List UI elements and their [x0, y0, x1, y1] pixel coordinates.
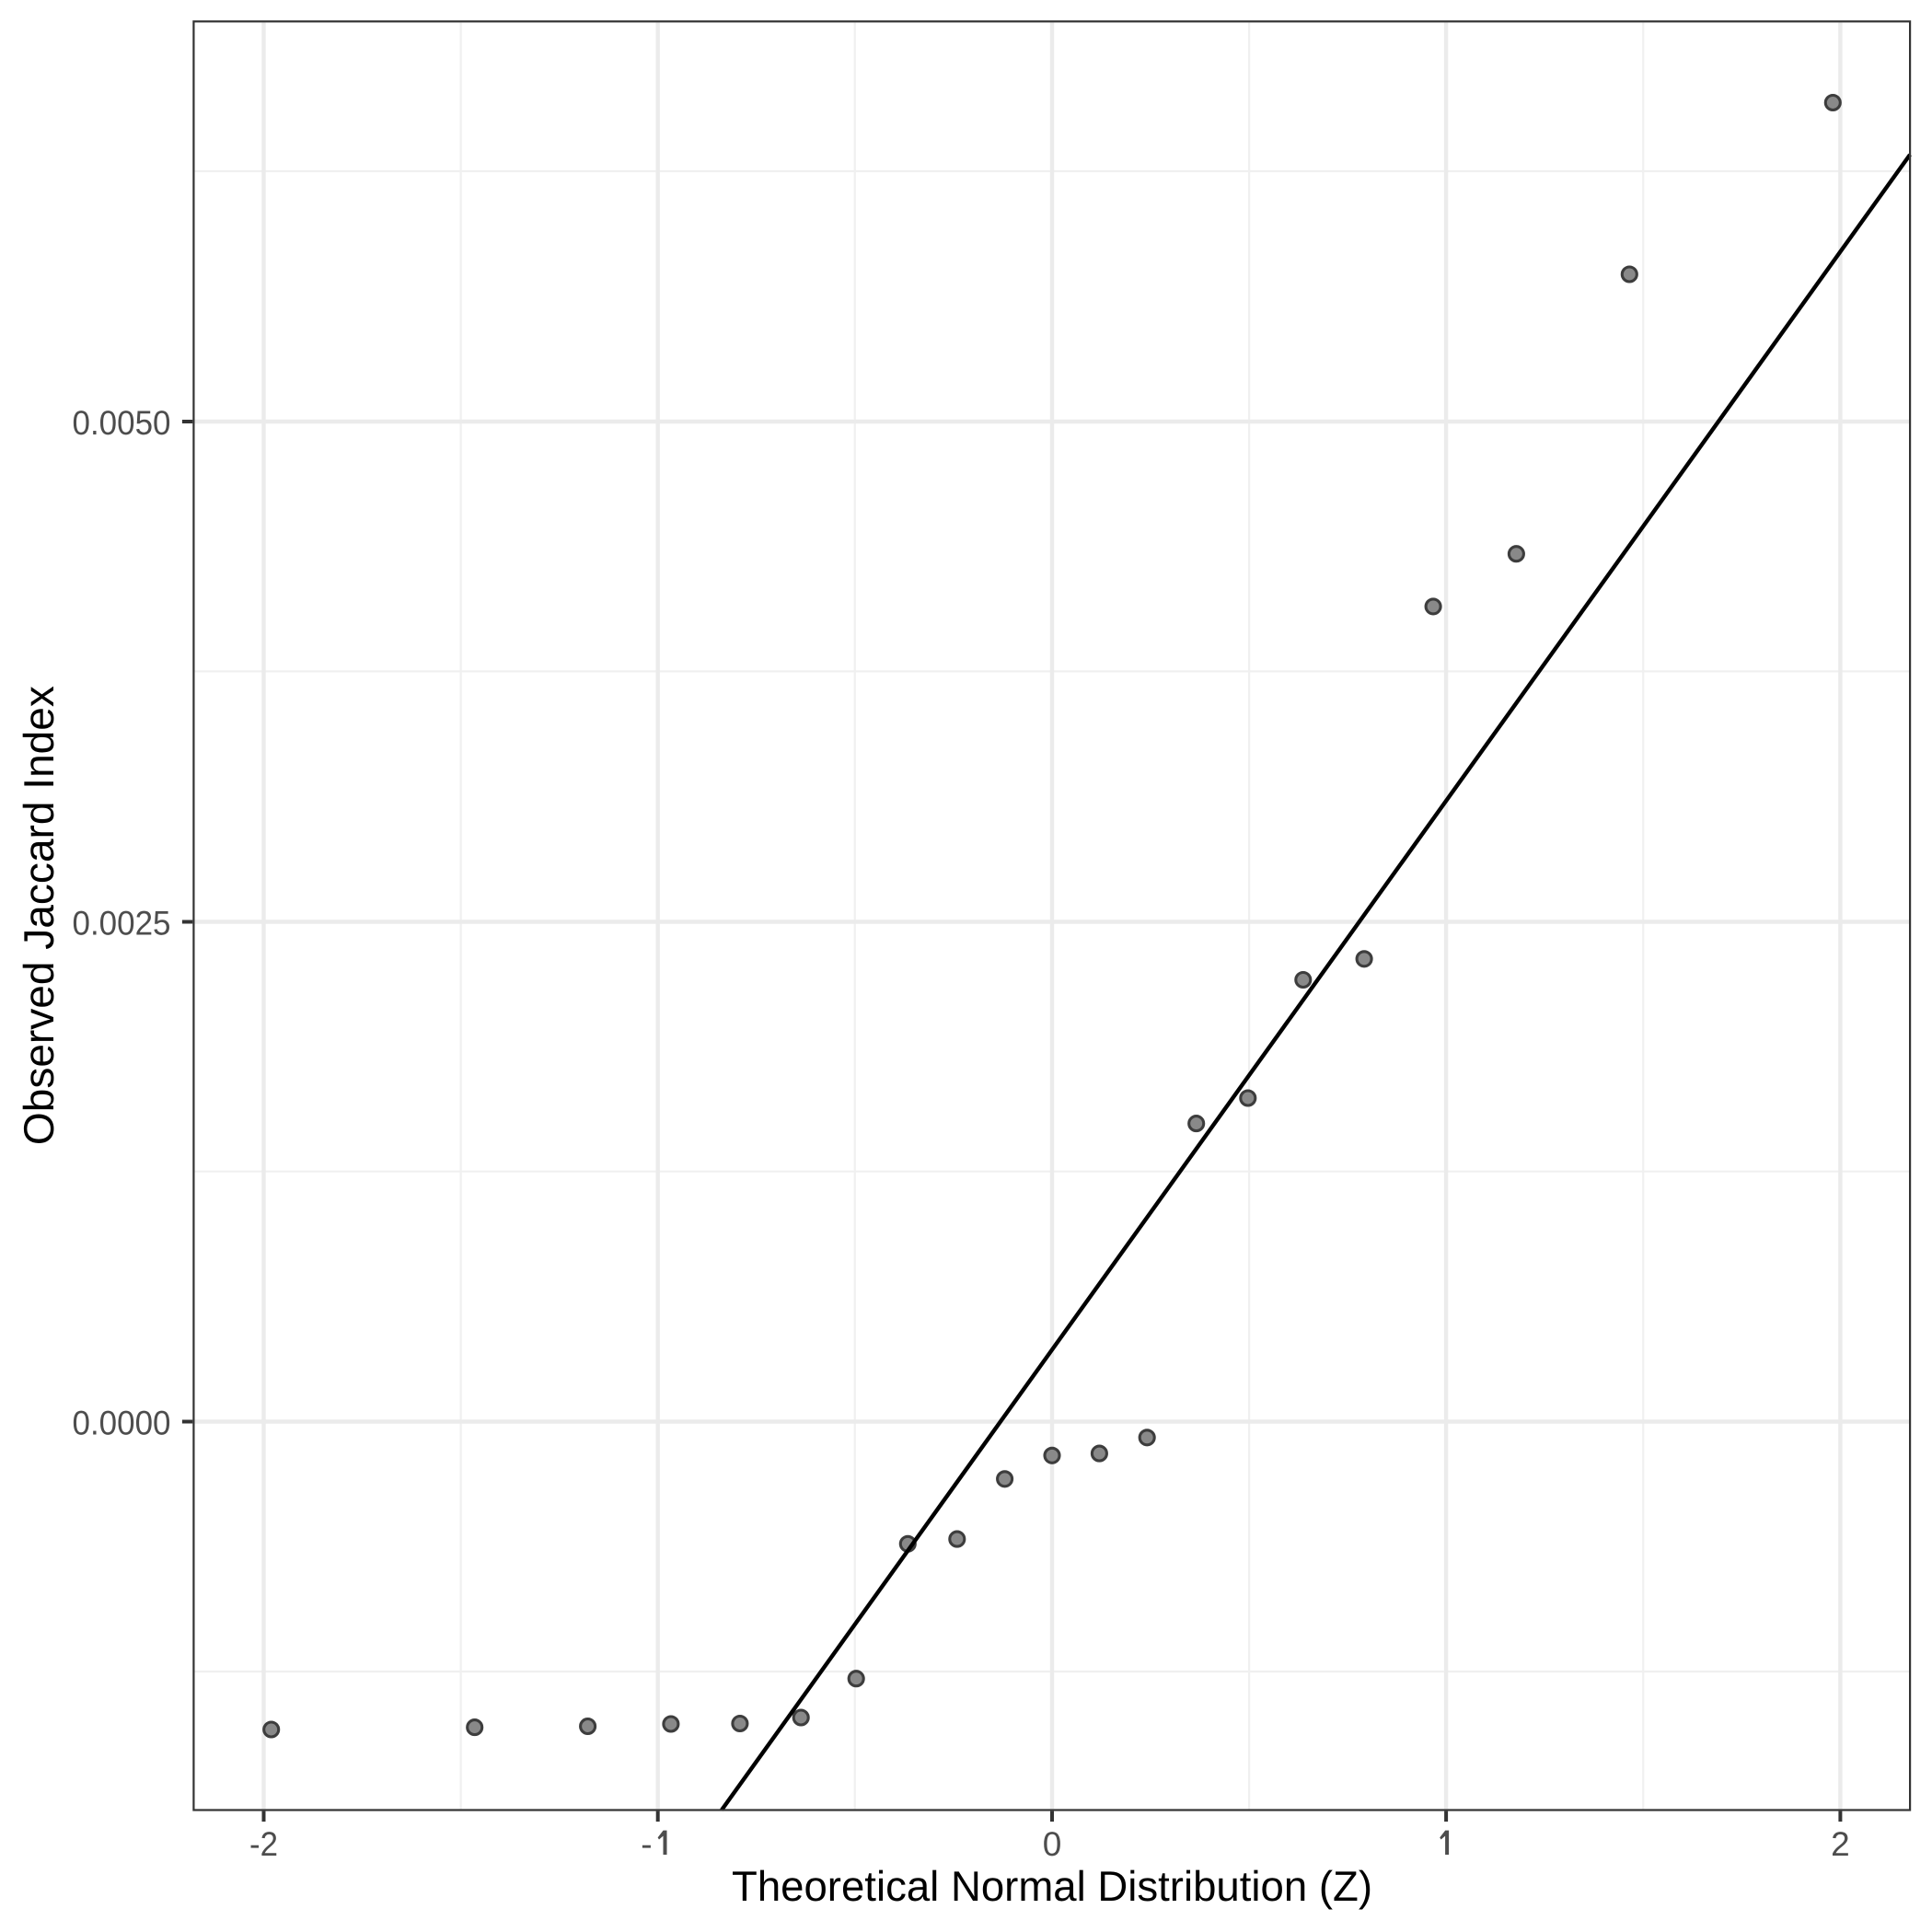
svg-text:0: 0: [1043, 1825, 1062, 1863]
svg-text:0.0025: 0.0025: [73, 905, 171, 943]
svg-text:Theoretical Normal Distributio: Theoretical Normal Distribution (Z): [732, 1862, 1372, 1910]
svg-text:0.0050: 0.0050: [73, 404, 171, 442]
svg-text:2: 2: [1831, 1825, 1850, 1863]
svg-text:-2: -2: [249, 1825, 278, 1863]
svg-text:Observed Jaccard Index: Observed Jaccard Index: [15, 686, 63, 1145]
svg-text:-: -: [641, 1825, 652, 1863]
svg-text:0.0000: 0.0000: [73, 1405, 171, 1442]
